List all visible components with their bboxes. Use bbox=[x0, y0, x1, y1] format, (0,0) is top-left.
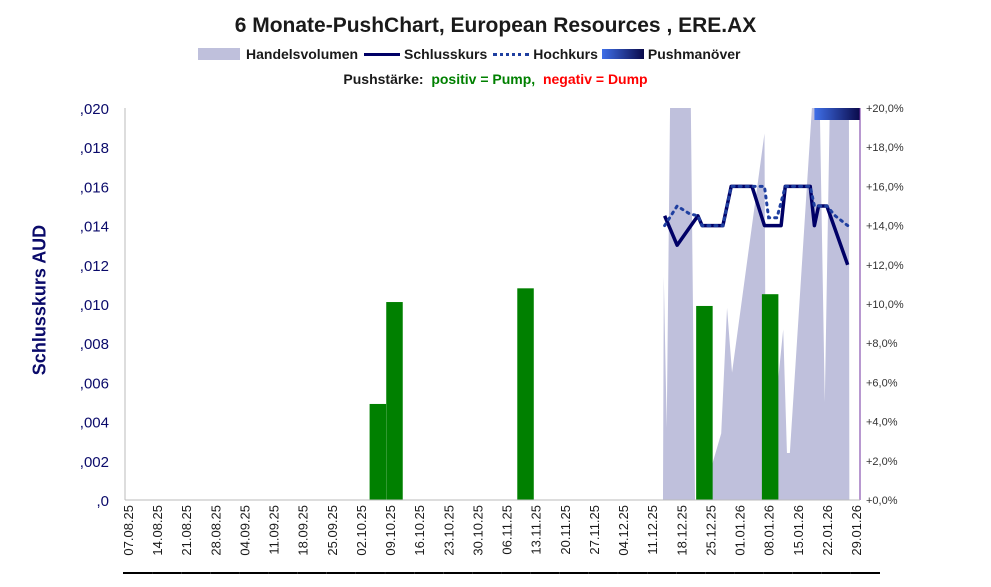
x-tick-label: 04.12.25 bbox=[616, 505, 631, 556]
y2-tick-label: +6,0% bbox=[866, 377, 898, 389]
x-tick-label: 06.11.25 bbox=[500, 505, 515, 555]
y2-tick-label: +18,0% bbox=[866, 142, 904, 154]
legend-swatch-high bbox=[493, 52, 530, 56]
x-tick-label: 27.11.25 bbox=[587, 505, 602, 555]
y-tick-label: ,0 bbox=[96, 493, 109, 510]
legend-label: Pushmanöver bbox=[647, 46, 741, 62]
x-tick-label: 30.10.25 bbox=[470, 505, 485, 556]
x-tick-label: 01.01.26 bbox=[733, 505, 748, 556]
pushmanoever-bar bbox=[814, 108, 860, 120]
legend: Handelsvolumen Schlusskurs Hochkurs Push… bbox=[198, 46, 740, 62]
x-tick-label: 15.01.26 bbox=[791, 505, 806, 556]
legend-label: Schlusskurs bbox=[404, 46, 488, 62]
x-tick-label: 29.01.26 bbox=[849, 505, 864, 556]
x-tick-label: 07.08.25 bbox=[121, 505, 136, 556]
volume-area bbox=[662, 108, 850, 500]
y-tick-label: ,002 bbox=[80, 454, 109, 471]
y2-tick-label: +10,0% bbox=[866, 299, 904, 311]
x-tick-label: 11.12.25 bbox=[645, 505, 660, 555]
y-tick-label: ,016 bbox=[80, 179, 109, 196]
y2-tick-label: +4,0% bbox=[866, 417, 898, 429]
y-tick-label: ,008 bbox=[80, 336, 109, 353]
y2-tick-label: +2,0% bbox=[866, 456, 898, 468]
y2-tick-label: +20,0% bbox=[866, 103, 904, 115]
y-tick-label: ,014 bbox=[80, 219, 109, 236]
x-tick-label: 02.10.25 bbox=[354, 505, 369, 556]
y-tick-label: ,010 bbox=[80, 297, 109, 314]
y-tick-label: ,004 bbox=[80, 415, 109, 432]
y2-tick-label: +12,0% bbox=[866, 260, 904, 272]
x-tick-label: 23.10.25 bbox=[441, 505, 456, 556]
legend-label: Hochkurs bbox=[533, 46, 598, 62]
x-tick-label: 16.10.25 bbox=[412, 505, 427, 556]
subtitle-negative: negativ = Dump bbox=[542, 71, 648, 87]
x-tick-label: 04.09.25 bbox=[237, 505, 252, 556]
subtitle-prefix: Pushstärke: bbox=[343, 71, 424, 87]
x-tick-label: 21.08.25 bbox=[179, 505, 194, 556]
x-tick-label: 13.11.25 bbox=[529, 505, 544, 555]
y-tick-label: ,006 bbox=[80, 375, 109, 392]
x-tick-label: 28.08.25 bbox=[208, 505, 223, 556]
legend-swatch-volume bbox=[198, 48, 240, 60]
legend-swatch-push bbox=[601, 49, 644, 59]
y2-tick-label: +14,0% bbox=[866, 221, 904, 233]
y-tick-label: ,020 bbox=[80, 101, 109, 118]
x-tick-label: 18.12.25 bbox=[674, 505, 689, 556]
chart-title: 6 Monate-PushChart, European Resources ,… bbox=[234, 14, 757, 37]
legend-label: Handelsvolumen bbox=[246, 46, 359, 62]
legend-swatch-close bbox=[364, 52, 401, 56]
x-tick-label: 18.09.25 bbox=[296, 505, 311, 556]
subtitle-positive: positiv = Pump, bbox=[431, 71, 536, 87]
push-bar bbox=[517, 288, 534, 500]
push-bar bbox=[761, 294, 779, 500]
push-bar bbox=[696, 305, 713, 500]
push-bar bbox=[369, 403, 387, 500]
x-tick-label: 25.09.25 bbox=[325, 505, 340, 556]
x-tick-label: 22.01.26 bbox=[820, 505, 835, 556]
push-bar bbox=[386, 302, 403, 500]
x-tick-label: 20.11.25 bbox=[558, 505, 573, 555]
x-tick-label: 25.12.25 bbox=[703, 505, 718, 556]
subtitle: Pushstärke: positiv = Pump, negativ = Du… bbox=[0, 71, 991, 87]
x-tick-label: 14.08.25 bbox=[150, 505, 165, 556]
x-tick-label: 08.01.26 bbox=[762, 505, 777, 556]
y2-tick-label: +0,0% bbox=[866, 495, 898, 507]
x-tick-label: 09.10.25 bbox=[383, 505, 398, 556]
y-tick-label: ,012 bbox=[80, 258, 109, 275]
y2-tick-label: +16,0% bbox=[866, 181, 904, 193]
x-tick-label: 11.09.25 bbox=[267, 505, 282, 555]
y2-tick-label: +8,0% bbox=[866, 338, 898, 350]
y-tick-label: ,018 bbox=[80, 140, 109, 157]
high-price-line bbox=[663, 184, 850, 228]
